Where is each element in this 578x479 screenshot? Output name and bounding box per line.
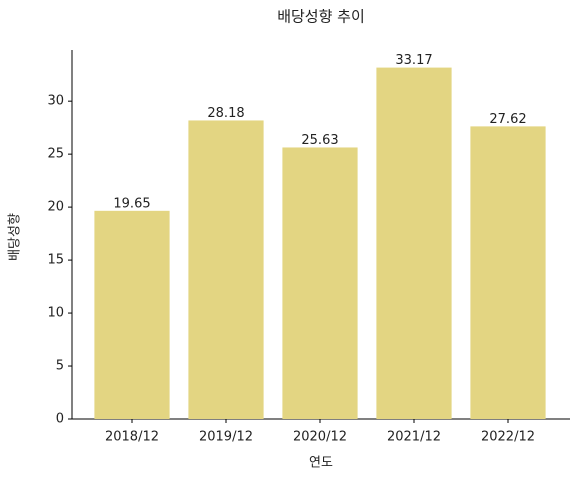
y-tick-label: 15 xyxy=(47,253,64,268)
x-tick-label: 2020/12 xyxy=(293,430,347,445)
y-tick-label: 25 xyxy=(47,147,64,162)
data-label: 28.18 xyxy=(207,106,244,121)
bar xyxy=(188,120,264,419)
y-tick-label: 5 xyxy=(56,359,64,374)
y-tick-label: 0 xyxy=(56,412,64,427)
x-tick-label: 2022/12 xyxy=(481,430,535,445)
bar xyxy=(282,147,358,419)
data-label: 19.65 xyxy=(113,196,150,211)
bar xyxy=(94,210,170,419)
bar xyxy=(376,67,452,420)
y-tick-label: 30 xyxy=(47,94,64,109)
chart-title: 배당성향 추이 xyxy=(277,8,365,26)
data-label: 25.63 xyxy=(301,133,338,148)
x-tick-label: 2018/12 xyxy=(105,430,159,445)
x-tick-label: 2021/12 xyxy=(387,430,441,445)
y-tick-label: 10 xyxy=(47,306,64,321)
y-tick-label: 20 xyxy=(47,200,64,215)
bar xyxy=(470,126,546,419)
x-tick-label: 2019/12 xyxy=(199,430,253,445)
y-axis-label: 배당성향 xyxy=(8,213,23,261)
data-label: 33.17 xyxy=(395,53,432,68)
x-axis-label: 연도 xyxy=(309,456,333,471)
data-label: 27.62 xyxy=(489,112,526,127)
